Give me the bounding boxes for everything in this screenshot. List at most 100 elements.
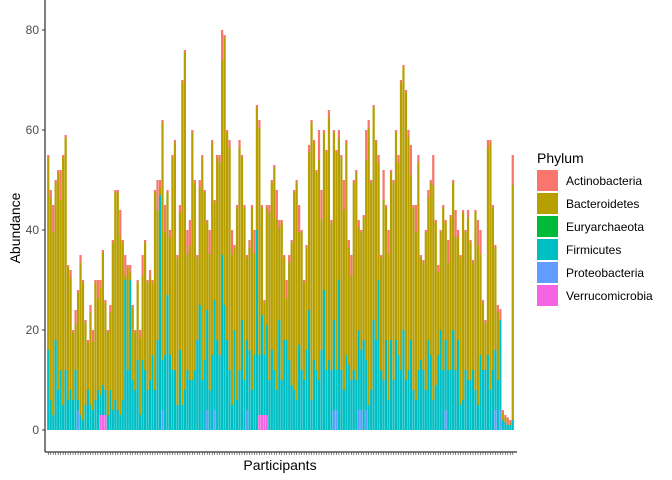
participant-bar <box>419 255 422 430</box>
bar-segment-bacteroidetes <box>168 237 172 355</box>
participant-bar <box>188 220 191 430</box>
bar-segment-firmicutes <box>476 405 480 430</box>
bar-segment-firmicutes <box>240 320 244 430</box>
bar-segment-actinobacteria <box>268 205 271 213</box>
bar-segment-firmicutes <box>394 340 398 430</box>
bar-segment-proteobacteria <box>332 410 336 430</box>
bar-segment-firmicutes <box>64 370 67 430</box>
bar-segment-bacteroidetes <box>397 162 400 355</box>
participant-bar <box>422 260 425 430</box>
participant-bar <box>471 260 475 430</box>
participant-bar <box>372 105 375 430</box>
bar-segment-firmicutes <box>178 350 182 430</box>
bar-segment-firmicutes <box>315 370 318 430</box>
bar-segment-actinobacteria <box>216 155 219 158</box>
bar-segment-firmicutes <box>136 360 139 430</box>
bar-segment-proteobacteria <box>161 410 164 430</box>
participant-bar <box>64 135 67 430</box>
bar-segment-actinobacteria <box>300 230 303 233</box>
bar-segment-firmicutes <box>392 380 395 430</box>
bar-segment-bacteroidetes <box>317 160 321 380</box>
bar-segment-bacteroidetes <box>74 324 77 370</box>
bar-segment-firmicutes <box>479 355 482 430</box>
bar-segment-bacteroidetes <box>81 282 85 420</box>
participant-bar <box>464 230 467 430</box>
bar-segment-firmicutes <box>412 390 415 430</box>
bar-segment-bacteroidetes <box>444 222 447 340</box>
bar-segment-bacteroidetes <box>414 232 417 400</box>
bar-segment-bacteroidetes <box>129 272 132 280</box>
participant-bar <box>86 340 90 430</box>
bar-segment-actinobacteria <box>201 155 204 158</box>
bar-segment-firmicutes <box>379 370 383 430</box>
participant-bar <box>332 130 336 430</box>
bar-segment-bacteroidetes <box>392 182 395 380</box>
bar-segment-bacteroidetes <box>86 342 90 390</box>
bar-segment-bacteroidetes <box>52 232 55 415</box>
bar-segment-firmicutes <box>148 380 152 430</box>
participant-bar <box>253 230 256 430</box>
bar-segment-bacteroidetes <box>476 245 480 405</box>
bar-segment-bacteroidetes <box>116 192 119 410</box>
bar-segment-firmicutes <box>419 360 422 430</box>
bar-segment-bacteroidetes <box>340 157 343 370</box>
bar-segment-verrucomicrobia <box>104 415 107 430</box>
bar-segment-firmicutes <box>414 400 417 430</box>
participant-bar <box>496 305 499 430</box>
participant-bar <box>268 205 271 430</box>
bar-segment-firmicutes <box>427 340 430 430</box>
bar-segment-actinobacteria <box>365 130 368 160</box>
bar-segment-firmicutes <box>442 370 445 430</box>
participant-bar <box>322 130 326 430</box>
bar-segment-bacteroidetes <box>285 298 288 340</box>
bar-segment-bacteroidetes <box>99 287 102 395</box>
bar-segment-firmicutes <box>499 320 502 410</box>
bar-segment-firmicutes <box>456 340 460 430</box>
bar-segment-bacteroidetes <box>106 332 109 415</box>
bar-segment-bacteroidetes <box>181 82 184 405</box>
bar-segment-actinobacteria <box>156 180 159 210</box>
bar-segment-actinobacteria <box>499 309 502 320</box>
bar-segment-actinobacteria <box>196 255 199 258</box>
bar-segment-bacteroidetes <box>109 312 112 390</box>
bar-segment-bacteroidetes <box>362 217 365 340</box>
participant-bar <box>218 155 221 430</box>
bar-segment-actinobacteria <box>459 255 462 258</box>
legend-label-euryarchaeota: Euryarchaeota <box>566 220 644 234</box>
bar-segment-bacteroidetes <box>114 192 117 400</box>
participant-bar <box>81 280 85 430</box>
bar-segment-firmicutes <box>424 390 427 430</box>
bar-segment-bacteroidetes <box>466 217 470 380</box>
participant-bar <box>387 230 390 430</box>
participant-bar <box>206 220 209 430</box>
participant-bar <box>168 230 172 430</box>
bar-segment-firmicutes <box>288 360 291 430</box>
bar-segment-firmicutes <box>186 370 189 430</box>
bar-segment-bacteroidetes <box>96 298 100 390</box>
participant-bar <box>437 265 440 430</box>
participant-bar <box>265 205 268 430</box>
bar-segment-firmicutes <box>208 390 211 430</box>
bar-segment-actinobacteria <box>76 290 80 293</box>
participant-bar <box>327 110 331 430</box>
bar-segment-bacteroidetes <box>382 200 385 380</box>
bar-segment-bacteroidetes <box>295 182 298 400</box>
bar-segment-actinobacteria <box>392 180 395 183</box>
participant-bar <box>89 305 92 430</box>
bar-segment-firmicutes <box>116 410 119 430</box>
participant-bar <box>196 255 199 430</box>
bar-segment-actinobacteria <box>315 170 318 173</box>
participant-bar <box>449 215 452 430</box>
bar-segment-bacteroidetes <box>171 157 174 370</box>
bar-segment-firmicutes <box>295 400 298 430</box>
bar-segment-bacteroidetes <box>469 242 472 380</box>
participant-bar <box>350 255 353 430</box>
participant-bar <box>151 280 154 430</box>
participant-bar <box>158 180 162 430</box>
bar-segment-bacteroidetes <box>352 182 355 370</box>
bar-segment-bacteroidetes <box>134 332 137 390</box>
bar-segment-firmicutes <box>71 400 75 430</box>
bar-segment-bacteroidetes <box>178 212 182 350</box>
participant-bar <box>392 180 395 430</box>
bar-segment-actinobacteria <box>67 265 70 268</box>
